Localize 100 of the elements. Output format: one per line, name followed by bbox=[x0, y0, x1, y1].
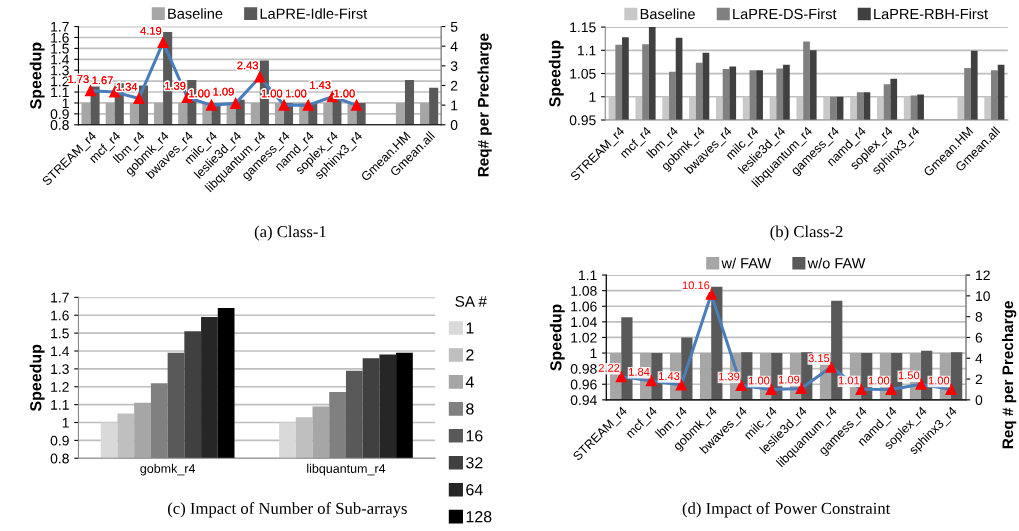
y-axis-title: Speedup bbox=[29, 344, 45, 412]
y-axis-title: Speedup bbox=[548, 40, 564, 107]
y-tick-label: 0.98 bbox=[570, 363, 597, 374]
legend-label: 32 bbox=[466, 457, 483, 469]
point bbox=[615, 371, 627, 383]
y2-tick-label: 1 bbox=[451, 100, 458, 111]
y-tick-label: 1.02 bbox=[571, 332, 597, 343]
legend-label: w/o FAW bbox=[807, 257, 866, 269]
point bbox=[885, 383, 897, 396]
legend-label: Baseline bbox=[640, 8, 695, 20]
legend-label: 4 bbox=[465, 376, 474, 388]
y-tick-label: 0.9 bbox=[50, 435, 69, 446]
text: (b) Class-2 bbox=[770, 225, 843, 241]
y-tick-label: 1.6 bbox=[51, 32, 69, 43]
y2-tick-label: 0 bbox=[450, 120, 458, 130]
point bbox=[230, 97, 242, 109]
y-tick-label: 1 bbox=[590, 348, 597, 359]
y-tick-label: 1.15 bbox=[570, 22, 596, 33]
y-tick-label: 1.08 bbox=[571, 285, 597, 296]
y2-tick-label: 6 bbox=[975, 332, 983, 343]
x-tick-label: libquantum_r4 bbox=[307, 463, 386, 476]
y-tick-label: 1.4 bbox=[51, 54, 70, 65]
data-label: 3.15 bbox=[808, 354, 830, 363]
y2-tick-label: 4 bbox=[450, 41, 458, 52]
text: (d) Impact of Power Constraint bbox=[682, 502, 891, 518]
y2-tick-label: 5 bbox=[450, 22, 458, 32]
y-tick-label: 1.3 bbox=[51, 364, 69, 375]
data-label: 1.00 bbox=[286, 89, 307, 98]
data-label: 1.09 bbox=[778, 375, 800, 384]
data-label: 1.00 bbox=[749, 376, 770, 385]
legend-label: LaPRE-DS-First bbox=[733, 8, 837, 20]
legend-label: 128 bbox=[466, 511, 492, 523]
y-tick-label: 1.5 bbox=[51, 43, 69, 54]
point bbox=[945, 383, 957, 396]
point bbox=[133, 92, 145, 105]
y-tick-label: 1.7 bbox=[51, 22, 69, 32]
data-label: 1.00 bbox=[928, 376, 950, 385]
point bbox=[645, 375, 657, 387]
legend-label: 64 bbox=[466, 484, 483, 496]
y2-axis-title: Req # per Precharge bbox=[1001, 301, 1017, 449]
y-tick-label: 1.5 bbox=[51, 328, 69, 339]
y-tick-label: 0.94 bbox=[570, 395, 597, 406]
y-tick-label: 1.3 bbox=[51, 65, 69, 76]
y2-tick-label: 12 bbox=[976, 270, 990, 281]
data-label: 1.43 bbox=[659, 372, 680, 380]
y-tick-label: 1 bbox=[62, 98, 69, 108]
y2-tick-label: 3 bbox=[450, 61, 458, 72]
y-tick-label: 0.96 bbox=[570, 379, 597, 390]
text: (c) Impact of Number of Sub-arrays bbox=[168, 502, 407, 518]
y-tick-label: 0.9 bbox=[50, 109, 69, 120]
data-label: 2.43 bbox=[237, 61, 258, 70]
text: (a) Class-1 bbox=[254, 225, 326, 241]
legend-label: 2 bbox=[466, 349, 474, 361]
y-tick-label: 1 bbox=[62, 417, 69, 428]
data-label: 1.01 bbox=[838, 376, 860, 385]
data-label: 4.19 bbox=[140, 26, 162, 35]
legend-label: w/ FAW bbox=[721, 257, 772, 269]
y-tick-label: 0.8 bbox=[50, 120, 69, 130]
data-label: 1.00 bbox=[868, 376, 890, 385]
legend-label: LaPRE-RBH-First bbox=[874, 8, 988, 20]
point bbox=[675, 379, 687, 391]
y-tick-label: 0.8 bbox=[50, 453, 69, 464]
point bbox=[205, 99, 218, 111]
y-tick-label: 1.2 bbox=[51, 76, 69, 87]
y2-tick-label: 10 bbox=[976, 291, 990, 302]
y-tick-label: 1.04 bbox=[571, 317, 597, 328]
y2-tick-label: 8 bbox=[975, 311, 983, 322]
data-label: 1.39 bbox=[719, 372, 740, 381]
point bbox=[855, 383, 867, 395]
point bbox=[705, 288, 717, 300]
y-tick-label: 1.1 bbox=[579, 270, 597, 281]
point bbox=[84, 85, 97, 97]
legend-title: SA # bbox=[455, 296, 487, 307]
data-label: 1.84 bbox=[629, 367, 650, 376]
y2-axis-title: Req# per Precharge bbox=[477, 33, 492, 177]
point bbox=[254, 71, 266, 83]
y2-tick-label: 0 bbox=[975, 395, 983, 406]
data-label: 1.43 bbox=[310, 81, 331, 89]
data-label: 1.50 bbox=[898, 371, 920, 380]
data-label: 1.00 bbox=[261, 89, 283, 98]
data-label: 1.00 bbox=[334, 89, 355, 98]
y-tick-label: 0.95 bbox=[569, 115, 596, 126]
legend-label: 8 bbox=[466, 403, 474, 415]
data-label: 2.22 bbox=[598, 363, 620, 372]
data-label: 10.16 bbox=[682, 281, 710, 290]
data-label: 1.67 bbox=[92, 76, 113, 85]
y-tick-label: 1.05 bbox=[570, 68, 596, 79]
y-tick-label: 1 bbox=[589, 92, 596, 102]
legend-label: Baseline bbox=[168, 8, 223, 19]
point bbox=[157, 36, 169, 49]
legend-label: 16 bbox=[466, 430, 483, 442]
point bbox=[735, 379, 747, 391]
y-tick-label: 1.4 bbox=[51, 346, 70, 357]
y-tick-label: 1.6 bbox=[51, 310, 69, 321]
y-tick-label: 1.7 bbox=[51, 292, 69, 303]
y-axis-title: Speedup bbox=[29, 42, 45, 109]
legend-label: LaPRE-Idle-First bbox=[260, 8, 368, 19]
point bbox=[278, 99, 290, 111]
y-tick-label: 1.2 bbox=[51, 382, 69, 392]
point bbox=[825, 361, 837, 373]
